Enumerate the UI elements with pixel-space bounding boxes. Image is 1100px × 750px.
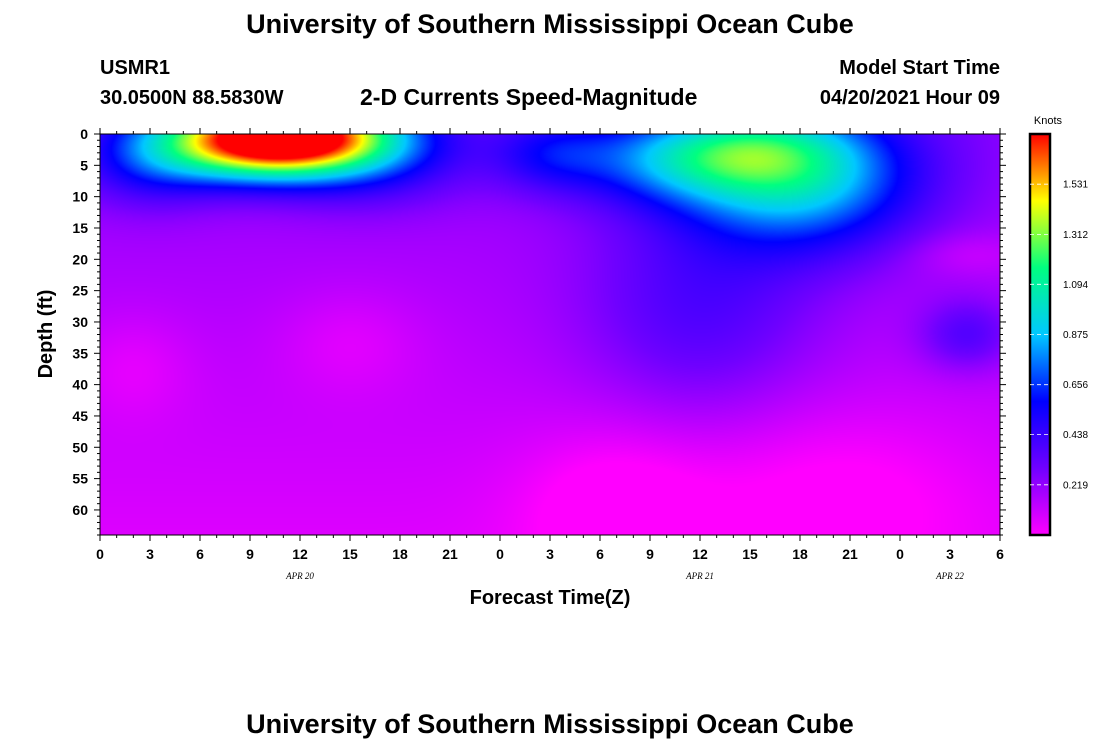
x-tick-label: 6 [196, 546, 204, 562]
colorbar-tick-label: 0.656 [1063, 380, 1088, 391]
colorbar-tick-label: 1.094 [1063, 280, 1088, 291]
model-start-label: Model Start Time [839, 57, 1000, 79]
x-tick-label: 3 [946, 546, 954, 562]
y-tick-label: 20 [72, 251, 88, 267]
y-tick-label: 45 [72, 408, 88, 424]
chart-title: University of Southern Mississippi Ocean… [246, 9, 854, 39]
y-tick-label: 60 [72, 502, 88, 518]
colorbar-tick-label: 0.875 [1063, 330, 1088, 341]
colorbar-tick-label: 0.219 [1063, 480, 1088, 491]
colorbar-unit: Knots [1034, 115, 1063, 127]
x-tick-label: 6 [596, 546, 604, 562]
x-tick-label: 0 [896, 546, 904, 562]
x-tick-label: 0 [496, 546, 504, 562]
x-tick-label: 18 [392, 546, 408, 562]
footer-title: University of Southern Mississippi Ocean… [246, 709, 854, 739]
heatmap-chart: 0 3 6 9 12 15 18 21 0 3 6 9 12 15 18 21 0 3 60510152025303… [35, 115, 1088, 609]
x-tick-label: 18 [792, 546, 808, 562]
x-tick-label: 3 [146, 546, 154, 562]
y-tick-label: 55 [72, 471, 88, 487]
y-tick-label: 10 [72, 189, 88, 205]
y-tick-label: 15 [72, 220, 88, 236]
x-axis-label: Forecast Time(Z) [470, 587, 631, 609]
y-tick-label: 40 [72, 377, 88, 393]
x-tick-label: 12 [692, 546, 708, 562]
x-tick-label: 15 [742, 546, 758, 562]
station-coordinates: 30.0500N 88.5830W [100, 87, 284, 109]
y-tick-label: 35 [72, 345, 88, 361]
y-tick-label: 5 [80, 157, 88, 173]
heatmap-plot-area [100, 134, 1000, 535]
date-label: APR 20 [285, 571, 314, 581]
y-tick-label: 50 [72, 439, 88, 455]
date-label: APR 22 [935, 571, 964, 581]
colorbar-tick-label: 0.438 [1063, 430, 1088, 441]
x-tick-label: 9 [646, 546, 654, 562]
x-tick-label: 15 [342, 546, 358, 562]
station-id: USMR1 [100, 57, 171, 79]
x-tick-label: 6 [996, 546, 1004, 562]
x-tick-label: 21 [842, 546, 858, 562]
y-axis-label: Depth (ft) [35, 290, 57, 379]
y-tick-label: 25 [72, 283, 88, 299]
y-tick-label: 0 [80, 126, 88, 142]
model-start-value: 04/20/2021 Hour 09 [819, 87, 1000, 109]
x-tick-label: 12 [292, 546, 308, 562]
colorbar-tick-label: 1.312 [1063, 230, 1088, 241]
x-tick-label: 0 [96, 546, 104, 562]
x-tick-label: 9 [246, 546, 254, 562]
y-tick-label: 30 [72, 314, 88, 330]
x-tick-label: 21 [442, 546, 458, 562]
x-tick-label: 3 [546, 546, 554, 562]
colorbar-tick-label: 1.531 [1063, 180, 1088, 191]
chart-subtitle: 2-D Currents Speed-Magnitude [360, 84, 698, 110]
date-label: APR 21 [685, 571, 714, 581]
